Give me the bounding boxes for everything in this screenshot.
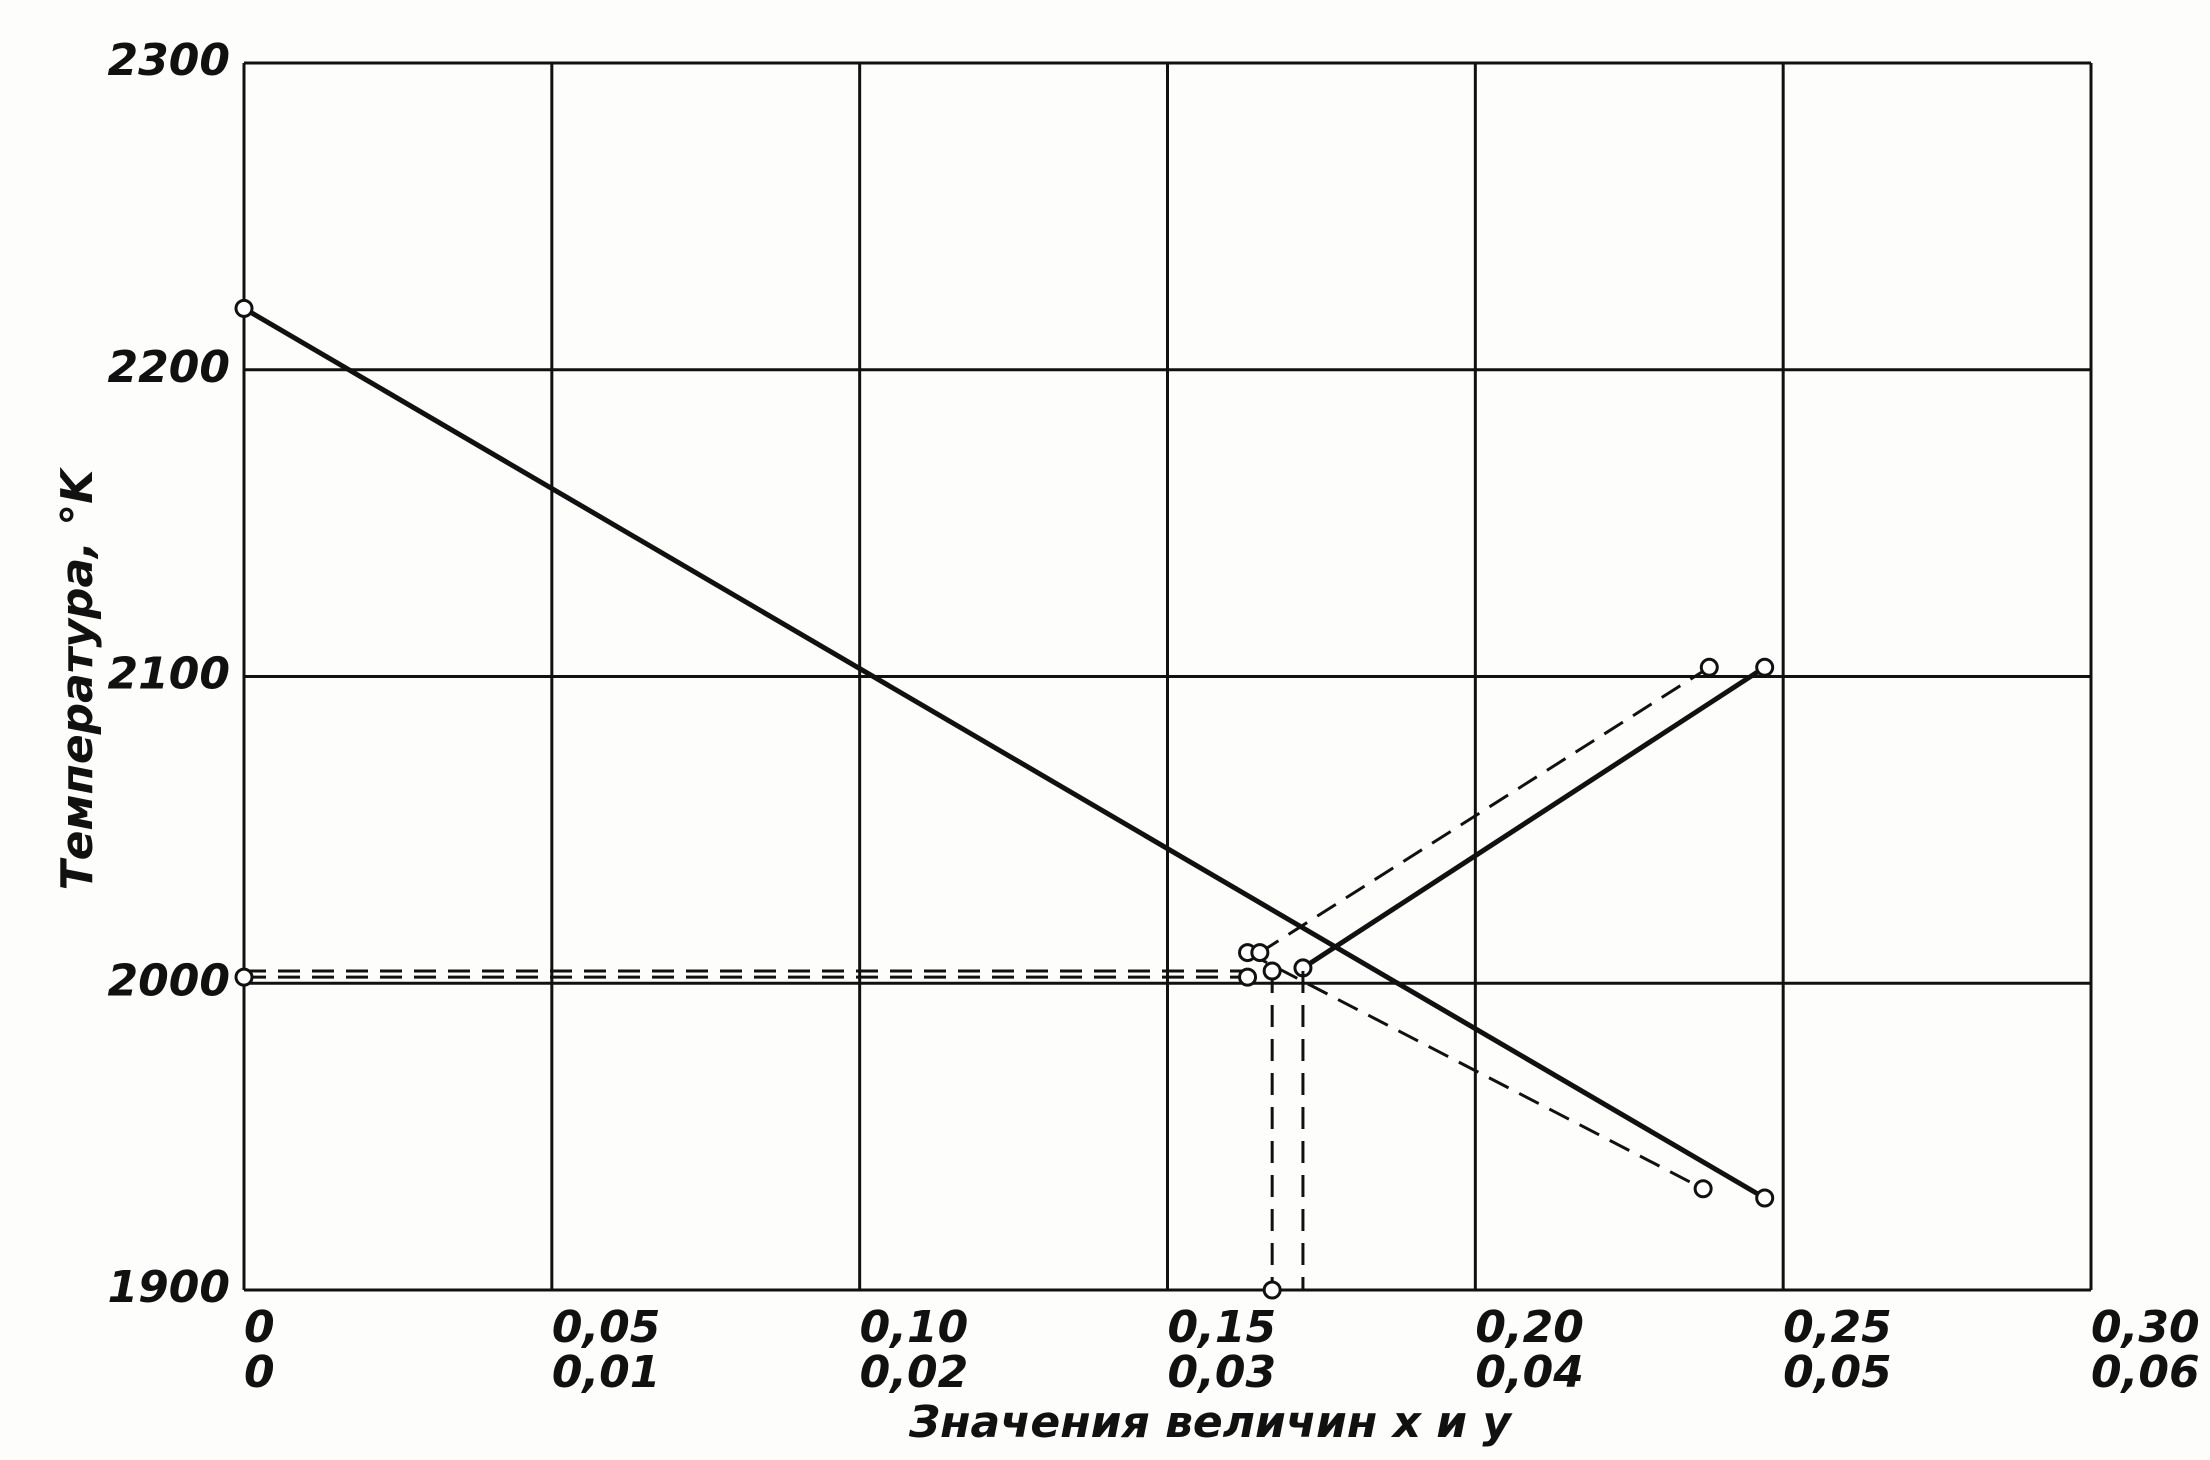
y-tick-label: 2000	[108, 955, 230, 1006]
series-line	[242, 306, 1766, 1201]
x-tick-label: 0,30 x	[2091, 1302, 2210, 1353]
y-axis-label: Температура, °K	[52, 467, 103, 891]
point-marker	[234, 967, 254, 987]
y-tick-label: 1900	[108, 1262, 230, 1313]
x-tick-label: 0,10	[860, 1302, 969, 1353]
point-marker	[1250, 943, 1270, 963]
point-marker	[1262, 961, 1282, 981]
x2-tick-label: 0,01	[552, 1347, 661, 1398]
x-axis-label: Значения величин x и y	[908, 1397, 1514, 1448]
x-tick-label: 0,20	[1475, 1302, 1584, 1353]
y-tick-label: 2100	[108, 649, 230, 700]
x-tick-label: 0	[244, 1302, 275, 1353]
x2-tick-label: 0,06 y	[2091, 1347, 2210, 1398]
point-marker	[234, 298, 254, 318]
x-tick-label: 0,25	[1783, 1302, 1892, 1353]
x2-tick-label: 0	[244, 1347, 275, 1398]
series-line	[1259, 666, 1711, 954]
x-tick-label: 0,05	[552, 1302, 661, 1353]
series-line	[1301, 665, 1767, 971]
point-marker	[1693, 1179, 1713, 1199]
x-tick-label: 0,15	[1168, 1302, 1277, 1353]
point-marker	[1238, 967, 1258, 987]
point-marker	[1262, 1280, 1282, 1300]
point-marker	[1699, 657, 1719, 677]
y-tick-label: 2300	[108, 35, 230, 86]
x2-tick-label: 0,03	[1168, 1347, 1277, 1398]
point-marker	[1755, 1188, 1775, 1208]
series-line	[1246, 951, 1704, 1191]
y-tick-label: 2200	[108, 342, 230, 393]
x2-tick-label: 0,05	[1783, 1347, 1892, 1398]
point-marker	[1755, 657, 1775, 677]
x2-tick-label: 0,02	[860, 1347, 969, 1398]
x2-tick-label: 0,04	[1475, 1347, 1584, 1398]
